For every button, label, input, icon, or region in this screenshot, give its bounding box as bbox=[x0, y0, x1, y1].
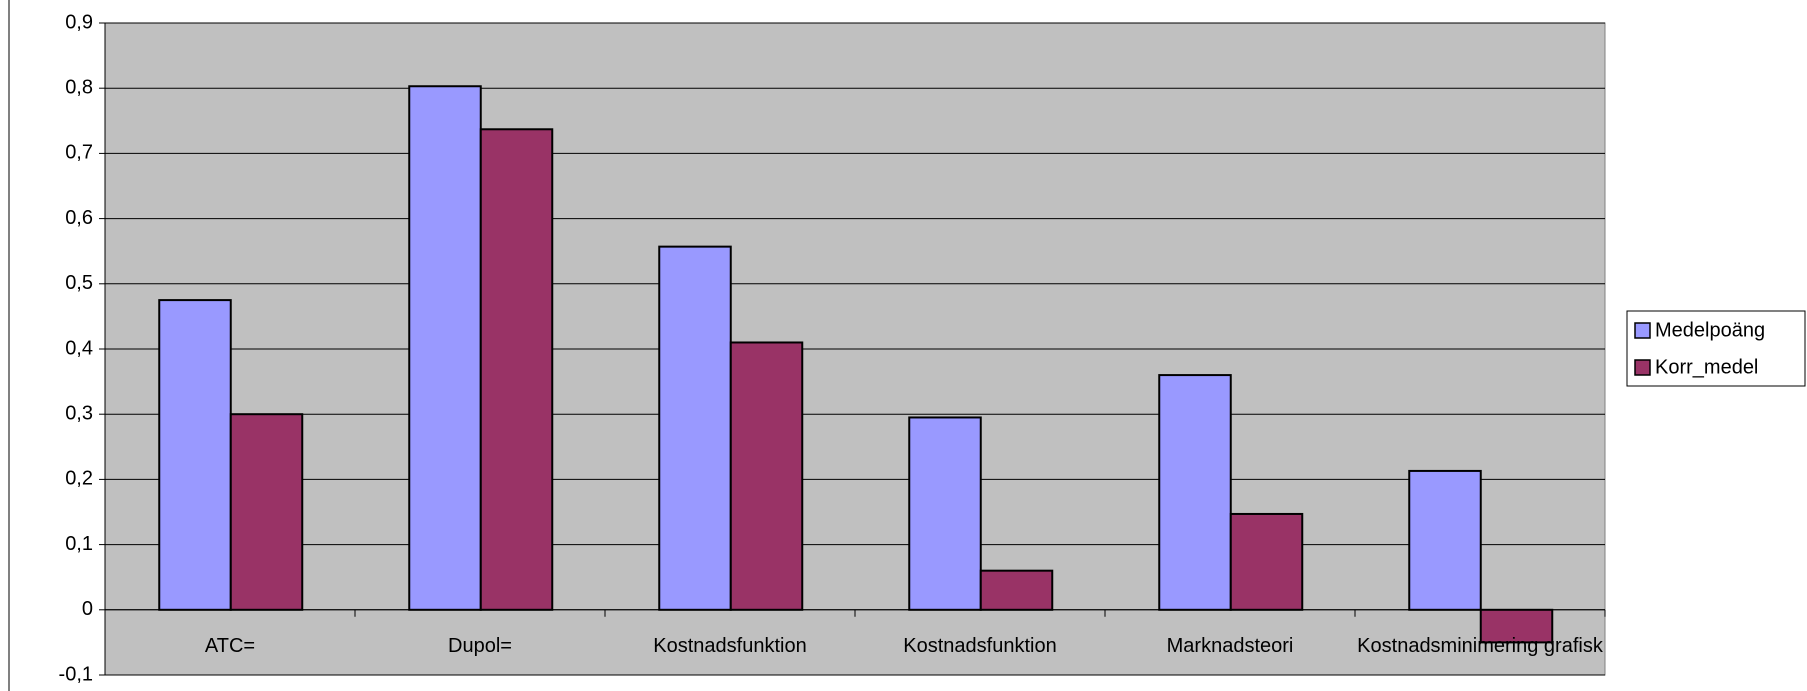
x-tick-label: ATC= bbox=[205, 635, 255, 657]
legend-label: Korr_medel bbox=[1655, 356, 1758, 378]
bar bbox=[158, 299, 232, 611]
bar bbox=[408, 85, 482, 611]
bar bbox=[908, 416, 982, 611]
y-tick-label: 0,4 bbox=[65, 337, 93, 359]
legend bbox=[1626, 310, 1806, 387]
bar bbox=[1479, 608, 1554, 644]
bar bbox=[1158, 374, 1232, 611]
y-tick-label: 0 bbox=[82, 598, 93, 620]
bar bbox=[658, 245, 732, 611]
legend-swatch bbox=[1634, 322, 1651, 339]
bar bbox=[1408, 469, 1482, 611]
y-tick-label: 0,9 bbox=[65, 11, 93, 33]
y-tick-label: 0,2 bbox=[65, 468, 93, 490]
legend-label: Medelpoäng bbox=[1655, 319, 1765, 341]
bar bbox=[729, 341, 804, 611]
legend-swatch bbox=[1634, 359, 1651, 376]
x-tick-label: Marknadsteori bbox=[1167, 635, 1294, 657]
x-tick-label: Kostnadsminimering grafisk bbox=[1357, 635, 1604, 657]
x-tick-label: Dupol= bbox=[448, 635, 512, 657]
bar bbox=[1229, 512, 1304, 611]
y-tick-label: 0,6 bbox=[65, 207, 93, 229]
x-tick-label: Kostnadsfunktion bbox=[653, 635, 806, 657]
y-tick-label: 0,7 bbox=[65, 142, 93, 164]
x-tick-label: Kostnadsfunktion bbox=[903, 635, 1056, 657]
y-tick-label: 0,1 bbox=[65, 533, 93, 555]
y-tick-label: 0,3 bbox=[65, 402, 93, 424]
y-tick-label: 0,8 bbox=[65, 76, 93, 98]
y-tick-label: -0,1 bbox=[59, 663, 93, 685]
bar bbox=[479, 128, 554, 611]
y-tick-label: 0,5 bbox=[65, 272, 93, 294]
bar bbox=[979, 569, 1054, 611]
bar bbox=[229, 413, 304, 611]
